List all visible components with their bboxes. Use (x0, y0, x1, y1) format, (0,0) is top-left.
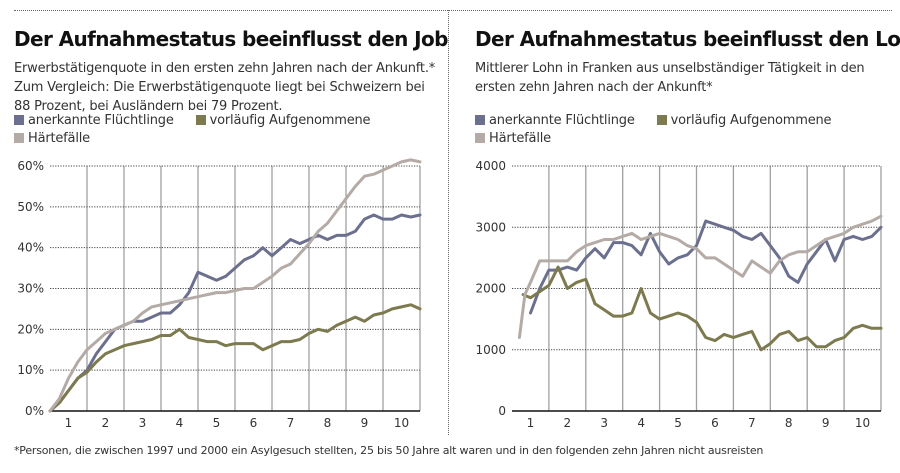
legend-item-vorlaeufig: vorläufig Aufgenommene (195, 112, 371, 130)
legend-label: anerkannte Flüchtlinge (28, 113, 174, 128)
chart-subtitle-job: Erwerbstätigenquote in den ersten zehn J… (14, 61, 436, 114)
x-tick-label: 9 (822, 416, 830, 430)
y-tick-label: 3000 (475, 220, 506, 234)
legend-swatch (656, 115, 667, 125)
legend-swatch (475, 133, 485, 143)
legend-swatch (14, 115, 24, 125)
legend-item-vorlaeufig: vorläufig Aufgenommene (656, 112, 832, 130)
legend-job: anerkannte Flüchtlinge vorläufig Aufgenom… (14, 112, 434, 148)
panel-divider (448, 10, 449, 435)
legend-item-haertefaelle: Härtefälle (14, 130, 90, 148)
legend-item-haertefaelle: Härtefälle (475, 130, 551, 148)
y-tick-label: 40% (17, 241, 44, 255)
x-tick-label: 2 (564, 416, 572, 430)
y-tick-label: 30% (17, 282, 44, 296)
x-tick-label: 5 (674, 416, 682, 430)
legend-label: vorläufig Aufgenommene (670, 113, 832, 128)
y-tick-label: 60% (17, 159, 44, 173)
y-tick-label: 4000 (475, 159, 506, 173)
x-tick-label: 1 (527, 416, 535, 430)
x-tick-label: 6 (711, 416, 719, 430)
series-line-haertefaelle (517, 214, 883, 339)
x-tick-label: 2 (102, 416, 110, 430)
x-tick-label: 3 (139, 416, 147, 430)
x-tick-label: 4 (176, 416, 184, 430)
legend-swatch (195, 115, 206, 125)
y-tick-label: 0% (25, 404, 44, 418)
footnote: *Personen, die zwischen 1997 und 2000 ei… (14, 444, 764, 457)
x-tick-label: 10 (394, 416, 409, 430)
legend-label: vorläufig Aufgenommene (209, 113, 371, 128)
legend-swatch (475, 115, 485, 125)
x-tick-label: 9 (361, 416, 369, 430)
x-tick-label: 5 (213, 416, 221, 430)
legend-label: Härtefälle (489, 131, 551, 146)
legend-label: Härtefälle (28, 131, 90, 146)
legend-item-anerkannt: anerkannte Flüchtlinge (14, 112, 174, 130)
top-rule (14, 10, 892, 11)
chart-title-job: Der Aufnahmestatus beeinflusst den Job (14, 27, 448, 51)
x-tick-label: 7 (748, 416, 756, 430)
x-tick-label: 4 (637, 416, 645, 430)
series-line-vorlaeufig (48, 303, 422, 413)
y-tick-label: 50% (17, 200, 44, 214)
y-tick-label: 1000 (475, 343, 506, 357)
x-tick-label: 7 (287, 416, 295, 430)
x-tick-label: 8 (785, 416, 793, 430)
x-tick-label: 1 (65, 416, 73, 430)
legend-swatch (14, 133, 24, 143)
chart-subtitle-lohn: Mittlerer Lohn in Franken aus unselbstän… (475, 61, 865, 95)
legend-item-anerkannt: anerkannte Flüchtlinge (475, 112, 635, 130)
y-tick-label: 2000 (475, 282, 506, 296)
series-line-anerkannt (529, 219, 883, 315)
series-line-vorlaeufig (521, 265, 883, 352)
y-tick-label: 10% (17, 363, 44, 377)
x-tick-label: 10 (855, 416, 870, 430)
series-line-anerkannt (48, 213, 422, 413)
series-line-haertefaelle (48, 158, 422, 413)
x-tick-label: 6 (250, 416, 258, 430)
x-tick-label: 8 (324, 416, 332, 430)
x-tick-label: 3 (600, 416, 608, 430)
chart-title-lohn: Der Aufnahmestatus beeinflusst den Lohn (475, 27, 900, 51)
y-tick-label: 20% (17, 322, 44, 336)
legend-lohn: anerkannte Flüchtlinge vorläufig Aufgenom… (475, 112, 895, 148)
legend-label: anerkannte Flüchtlinge (489, 113, 635, 128)
y-tick-label: 0 (498, 404, 506, 418)
